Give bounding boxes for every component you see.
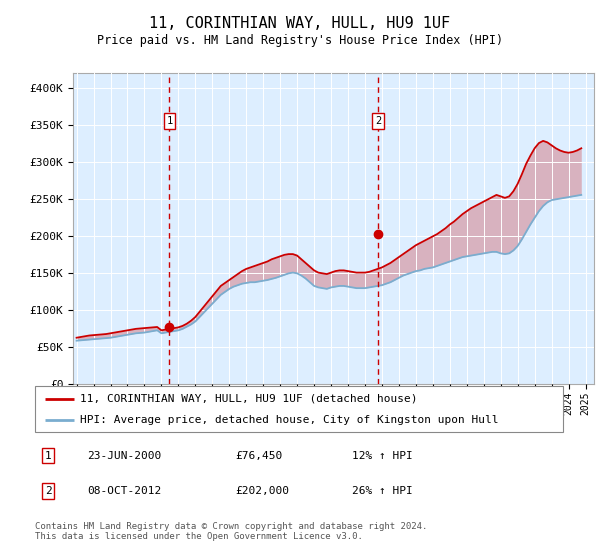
Text: Contains HM Land Registry data © Crown copyright and database right 2024.
This d: Contains HM Land Registry data © Crown c… (35, 522, 427, 542)
Text: 26% ↑ HPI: 26% ↑ HPI (352, 486, 412, 496)
Text: 2: 2 (375, 116, 381, 126)
Text: 11, CORINTHIAN WAY, HULL, HU9 1UF (detached house): 11, CORINTHIAN WAY, HULL, HU9 1UF (detac… (80, 394, 417, 404)
Text: 2: 2 (44, 486, 52, 496)
Text: HPI: Average price, detached house, City of Kingston upon Hull: HPI: Average price, detached house, City… (80, 415, 498, 425)
Text: £202,000: £202,000 (235, 486, 289, 496)
Text: Price paid vs. HM Land Registry's House Price Index (HPI): Price paid vs. HM Land Registry's House … (97, 34, 503, 46)
Text: 1: 1 (166, 116, 173, 126)
Text: 11, CORINTHIAN WAY, HULL, HU9 1UF: 11, CORINTHIAN WAY, HULL, HU9 1UF (149, 16, 451, 31)
Text: 12% ↑ HPI: 12% ↑ HPI (352, 451, 412, 461)
Text: 23-JUN-2000: 23-JUN-2000 (88, 451, 162, 461)
Text: £76,450: £76,450 (235, 451, 283, 461)
Text: 08-OCT-2012: 08-OCT-2012 (88, 486, 162, 496)
Text: 1: 1 (44, 451, 52, 461)
